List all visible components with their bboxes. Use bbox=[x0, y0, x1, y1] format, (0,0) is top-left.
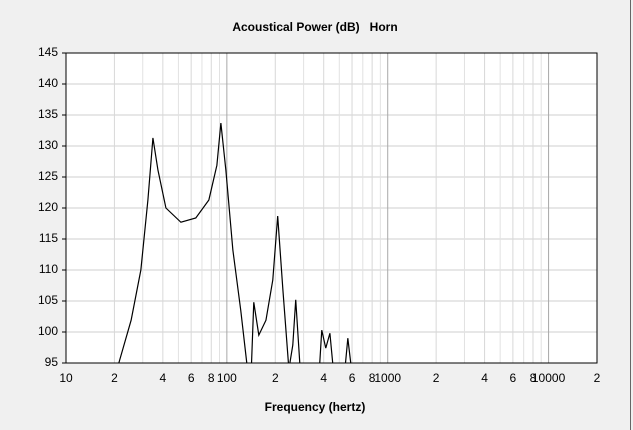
y-tick-label: 140 bbox=[38, 76, 58, 90]
y-tick-label: 95 bbox=[45, 355, 59, 369]
x-tick-label: 10000 bbox=[532, 371, 566, 385]
line-series bbox=[118, 122, 352, 363]
x-tick-label: 8 bbox=[530, 371, 537, 385]
x-tick-label: 6 bbox=[510, 371, 517, 385]
y-tick-label: 125 bbox=[38, 169, 58, 183]
x-tick-label: 2 bbox=[111, 371, 118, 385]
x-tick-label: 2 bbox=[594, 371, 601, 385]
x-tick-label: 8 bbox=[208, 371, 215, 385]
y-tick-label: 145 bbox=[38, 45, 58, 59]
y-tick-label: 120 bbox=[38, 200, 58, 214]
y-tick-label: 100 bbox=[38, 324, 58, 338]
x-tick-label: 6 bbox=[188, 371, 195, 385]
x-tick-label: 6 bbox=[349, 371, 356, 385]
chart-title: Acoustical Power (dB) Horn bbox=[232, 20, 397, 34]
x-axis-label: Frequency (hertz) bbox=[265, 400, 366, 414]
x-tick-label: 1000 bbox=[374, 371, 401, 385]
x-tick-label: 8 bbox=[369, 371, 376, 385]
x-tick-label: 2 bbox=[272, 371, 279, 385]
plot bbox=[118, 122, 352, 363]
y-tick-label: 115 bbox=[39, 231, 58, 245]
y-tick-label: 135 bbox=[38, 107, 58, 121]
x-tick-label: 4 bbox=[481, 371, 488, 385]
x-tick-label: 10 bbox=[59, 371, 73, 385]
y-tick-label: 110 bbox=[39, 262, 58, 276]
x-tick-label: 100 bbox=[217, 371, 237, 385]
y-tick-label: 130 bbox=[38, 138, 58, 152]
x-tick-label: 4 bbox=[320, 371, 327, 385]
x-tick-label: 4 bbox=[160, 371, 167, 385]
y-tick-label: 105 bbox=[38, 293, 58, 307]
x-tick-label: 2 bbox=[433, 371, 440, 385]
